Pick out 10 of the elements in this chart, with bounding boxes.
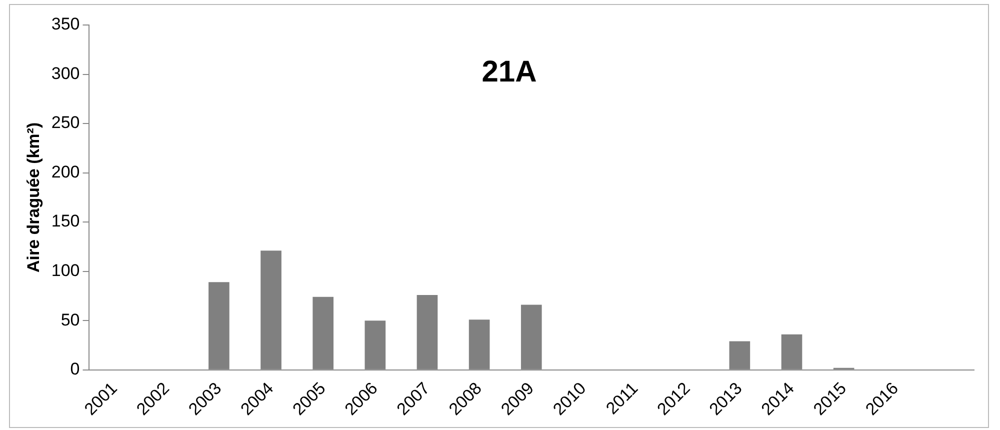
y-tick-label: 50 [60, 310, 80, 330]
y-tick-label: 100 [51, 260, 80, 280]
text: 21A [482, 55, 537, 88]
y-axis-title: Aire draguée (km²) [24, 122, 43, 273]
y-tick-label: 0 [70, 360, 80, 379]
y-tick-label: 300 [51, 64, 80, 83]
y-tick-label: 200 [51, 162, 80, 182]
y-tick-label: 150 [51, 212, 80, 231]
y-tick-label: 350 [51, 14, 80, 34]
y-tick-label: 250 [51, 113, 80, 132]
